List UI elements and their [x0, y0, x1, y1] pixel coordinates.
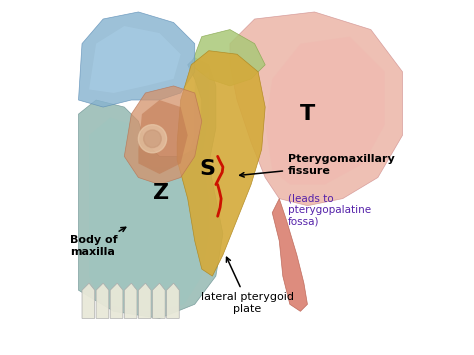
Polygon shape	[230, 12, 402, 206]
Polygon shape	[138, 283, 151, 318]
Polygon shape	[265, 37, 385, 185]
Polygon shape	[110, 283, 123, 318]
Polygon shape	[82, 283, 95, 318]
Text: T: T	[300, 104, 315, 124]
Text: Pterygomaxillary
fissure: Pterygomaxillary fissure	[240, 154, 395, 177]
Text: Body of
maxilla: Body of maxilla	[70, 227, 126, 257]
Polygon shape	[166, 283, 179, 318]
Text: Z: Z	[153, 183, 169, 203]
Circle shape	[144, 130, 161, 148]
Text: S: S	[199, 159, 215, 179]
Polygon shape	[79, 12, 195, 107]
Polygon shape	[153, 283, 165, 318]
Polygon shape	[79, 58, 223, 318]
Polygon shape	[89, 72, 209, 311]
Text: lateral pterygoid
plate: lateral pterygoid plate	[201, 257, 294, 313]
Polygon shape	[177, 51, 265, 276]
Polygon shape	[124, 283, 137, 318]
Polygon shape	[89, 26, 181, 93]
Text: (leads to
pterygopalatine
fossa): (leads to pterygopalatine fossa)	[288, 193, 371, 226]
Polygon shape	[124, 86, 202, 185]
Circle shape	[138, 125, 166, 153]
Polygon shape	[138, 100, 188, 174]
Polygon shape	[272, 199, 308, 311]
Polygon shape	[191, 29, 265, 86]
Polygon shape	[96, 283, 109, 318]
